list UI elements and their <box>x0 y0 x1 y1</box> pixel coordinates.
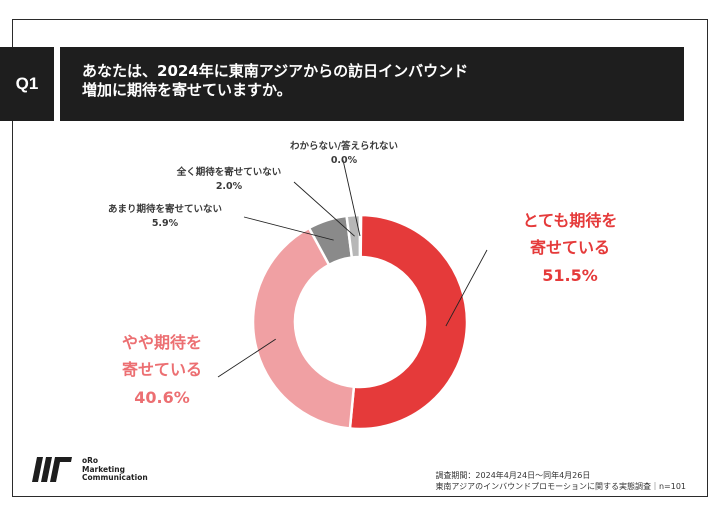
label-not-very-expectant: あまり期待を寄せていない <box>108 203 222 215</box>
slice-dont-know <box>360 215 361 257</box>
label-not-at-all-expectant: 全く期待を寄せていない <box>176 166 282 178</box>
value-somewhat-expectant: 40.6% <box>134 388 190 407</box>
label-somewhat-expectant-line-1: やや期待を <box>122 333 202 352</box>
slice-very-expectant <box>350 215 467 429</box>
value-very-expectant: 51.5% <box>542 266 598 285</box>
survey-name: 東南アジアのインバウンドプロモーションに関する実態調査｜n=101 <box>435 481 686 492</box>
brand-line-3: Communication <box>82 474 148 483</box>
label-somewhat-expectant-line-2: 寄せている <box>122 360 202 379</box>
donut-chart: とても期待を寄せている51.5%やや期待を寄せている40.6%あまり期待を寄せて… <box>0 0 720 521</box>
value-dont-know: 0.0% <box>331 155 358 166</box>
survey-period: 調査期間：2024年4月24日〜同年4月26日 <box>435 470 686 481</box>
label-very-expectant-line-2: 寄せている <box>530 238 610 257</box>
value-not-very-expectant: 5.9% <box>152 218 179 229</box>
brand-name: oRo Marketing Communication <box>82 457 148 483</box>
label-very-expectant-line-1: とても期待を <box>523 211 618 230</box>
label-dont-know: わからない/答えられない <box>290 140 398 152</box>
survey-footer: 調査期間：2024年4月24日〜同年4月26日 東南アジアのインバウンドプロモー… <box>435 470 686 492</box>
value-not-at-all-expectant: 2.0% <box>216 181 243 192</box>
